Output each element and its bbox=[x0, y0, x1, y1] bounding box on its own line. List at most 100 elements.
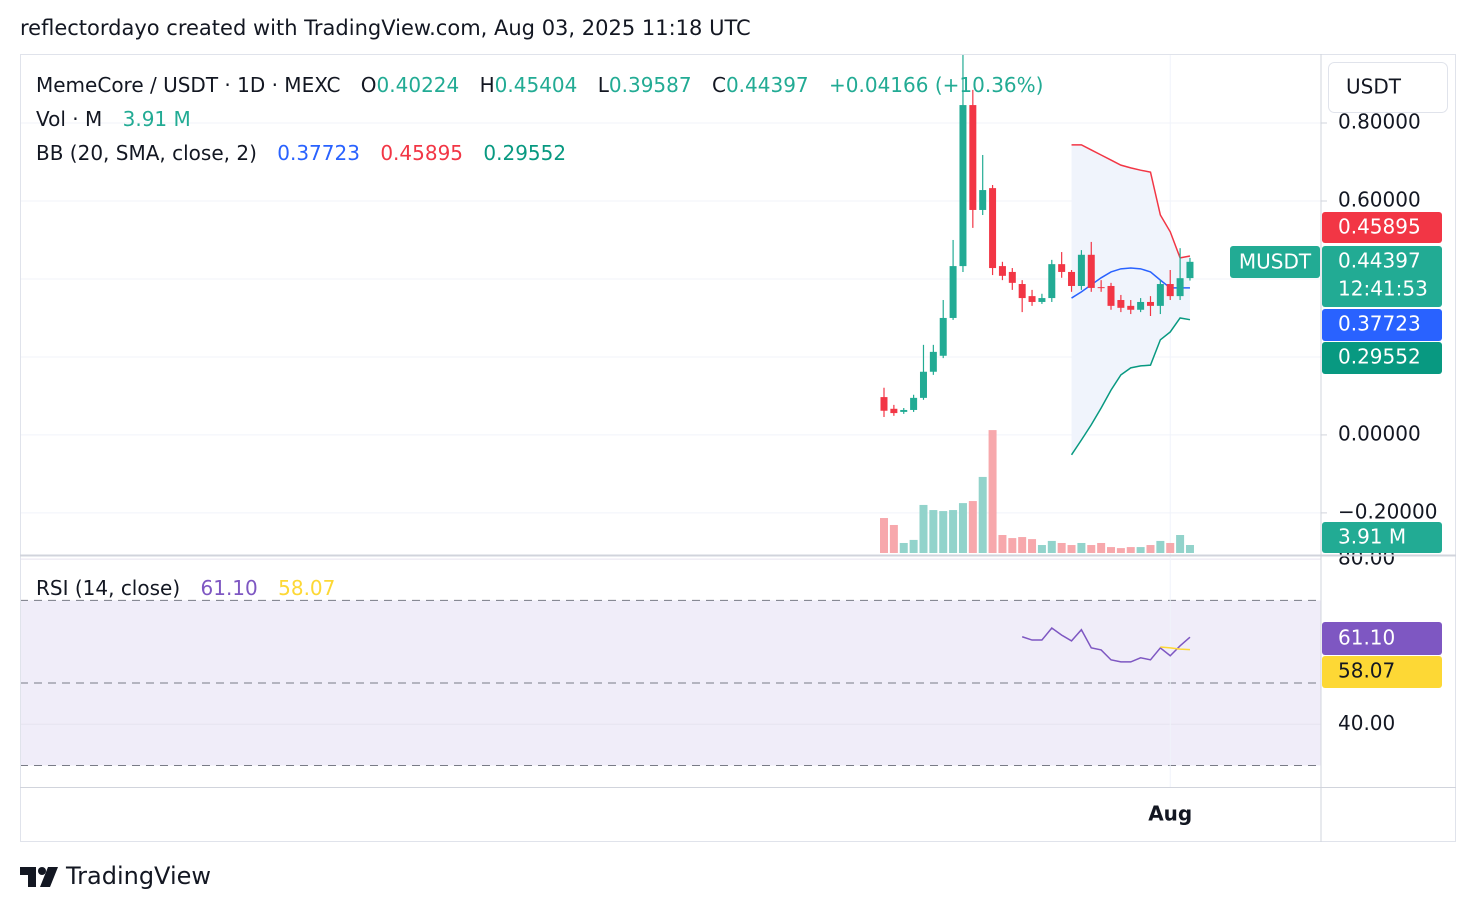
bb-upper-value: 0.45895 bbox=[380, 141, 464, 165]
volume-bar bbox=[1028, 539, 1037, 553]
y-tick-label: 40.00 bbox=[1338, 711, 1395, 735]
candle-body bbox=[939, 317, 947, 356]
ohlc-value: 0.39587 bbox=[608, 73, 692, 97]
bb-lower bbox=[1070, 317, 1191, 456]
volume-bar bbox=[1126, 547, 1135, 553]
y-tick-label: −0.20000 bbox=[1338, 499, 1437, 523]
rsi-line bbox=[1160, 646, 1191, 651]
ohlc-letter: O bbox=[360, 73, 377, 97]
ohlc-letter: L bbox=[597, 73, 609, 97]
axis-tag-label: 0.45895 bbox=[1338, 215, 1421, 239]
y-tick-label: 0.00000 bbox=[1338, 421, 1421, 445]
bb-basis-value: 0.37723 bbox=[277, 141, 360, 165]
volume-bar bbox=[1107, 547, 1116, 553]
candle-body bbox=[998, 266, 1006, 276]
candle-body bbox=[910, 397, 918, 410]
axis-tag-label: 0.29552 bbox=[1338, 345, 1421, 369]
ohlc-value: 0.45404 bbox=[494, 73, 578, 97]
candle-body bbox=[929, 351, 937, 372]
bb-lower-value: 0.29552 bbox=[483, 141, 567, 165]
candle-body bbox=[1137, 301, 1145, 310]
rsi-ma-value: 58.07 bbox=[278, 576, 336, 600]
volume-bar bbox=[1116, 548, 1125, 553]
symbol-tag bbox=[1230, 246, 1320, 278]
axis-tag-label: 0.44397 bbox=[1338, 249, 1421, 273]
legend-row: BB (20, SMA, close, 2) 0.37723 0.45895 0… bbox=[36, 136, 1043, 170]
volume-bar bbox=[929, 510, 938, 553]
axis-tag bbox=[1322, 656, 1442, 688]
volume-bar bbox=[1176, 535, 1185, 553]
candle-body bbox=[1048, 264, 1056, 299]
candle-body bbox=[1087, 254, 1095, 288]
axis-tag-label: 0.37723 bbox=[1338, 312, 1421, 336]
volume-bar bbox=[1087, 545, 1096, 553]
bb-fill bbox=[1071, 144, 1190, 455]
candle-body bbox=[890, 408, 898, 414]
candle-body bbox=[1058, 264, 1066, 272]
axis-tag bbox=[1322, 309, 1442, 341]
bb-upper bbox=[1071, 144, 1191, 259]
y-tick-label: 0.80000 bbox=[1338, 110, 1421, 134]
axis-tag bbox=[1322, 342, 1442, 374]
chart-layers: 0.800000.600000.00000−0.2000080.0040.00A… bbox=[20, 54, 1437, 826]
volume-bar bbox=[880, 518, 888, 553]
axis-tag bbox=[1322, 246, 1442, 307]
volume-bar bbox=[939, 511, 948, 553]
chart-overlays: 0.45895 0.44397 12:41:53 MUSDT 0.37723 0.2955… bbox=[1230, 212, 1442, 688]
candle-body bbox=[1008, 271, 1016, 283]
volume-bar bbox=[998, 535, 1007, 553]
symbol-title: MemeCore / USDT · 1D · MEXC bbox=[36, 73, 341, 97]
y-tick-label: 0.60000 bbox=[1338, 187, 1421, 211]
rsi-value: 61.10 bbox=[200, 576, 258, 600]
rsi-legend: RSI (14, close) 61.10 58.07 bbox=[36, 571, 335, 605]
volume-bar bbox=[1156, 540, 1165, 553]
currency-label: USDT bbox=[1346, 75, 1402, 99]
candle-body bbox=[1097, 287, 1105, 289]
legend-row: MemeCore / USDT · 1D · MEXC O0.40224 H0.… bbox=[36, 68, 1043, 102]
currency-button[interactable] bbox=[1328, 62, 1448, 113]
candle-body bbox=[949, 266, 957, 318]
candle-body bbox=[1186, 261, 1194, 279]
attribution: reflectordayo created with TradingView.c… bbox=[20, 16, 751, 40]
candle-body bbox=[959, 105, 967, 267]
candle-body bbox=[1028, 296, 1036, 302]
rsi-title: RSI (14, close) bbox=[36, 576, 181, 600]
rsi-line bbox=[1021, 627, 1191, 663]
logo-icon bbox=[20, 867, 58, 887]
volume-bar bbox=[949, 510, 958, 553]
legend-row: Vol · M 3.91 M bbox=[36, 102, 1043, 136]
volume-bar bbox=[889, 524, 898, 553]
x-tick-label: Aug bbox=[1148, 802, 1192, 826]
ohlc-letter: C bbox=[711, 73, 726, 97]
volume-title: Vol · M bbox=[36, 107, 103, 131]
axis-tag-label: 61.10 bbox=[1338, 626, 1395, 650]
candle-body bbox=[969, 105, 977, 210]
candle-body bbox=[1068, 271, 1076, 286]
axis-tag-label: 58.07 bbox=[1338, 659, 1395, 683]
candle-body bbox=[1018, 284, 1026, 299]
candle-body bbox=[1038, 298, 1046, 302]
candle-body bbox=[1127, 305, 1135, 310]
candle-body bbox=[880, 397, 888, 411]
volume-bar bbox=[909, 539, 918, 553]
volume-bar bbox=[1097, 542, 1106, 553]
axis-tag bbox=[1322, 622, 1442, 655]
candle-body bbox=[989, 188, 997, 269]
ohlc-value: 0.44397 bbox=[725, 73, 809, 97]
volume-bar bbox=[1166, 542, 1175, 553]
volume-bar bbox=[988, 430, 997, 553]
bb-title: BB (20, SMA, close, 2) bbox=[36, 141, 257, 165]
volume-bar bbox=[1057, 542, 1066, 553]
symbol-tag-label: MUSDT bbox=[1239, 250, 1312, 274]
volume-bar bbox=[1185, 545, 1194, 553]
candle-body bbox=[979, 190, 987, 210]
logo-text: TradingView bbox=[66, 862, 212, 890]
axis-tag bbox=[1322, 522, 1442, 553]
candle-body bbox=[1117, 300, 1125, 308]
volume-bar bbox=[1146, 545, 1155, 553]
candle-body bbox=[1156, 284, 1164, 306]
volume-bar bbox=[968, 501, 977, 553]
axis-tag-label: 12:41:53 bbox=[1338, 277, 1428, 301]
volume-bar bbox=[1018, 537, 1027, 553]
